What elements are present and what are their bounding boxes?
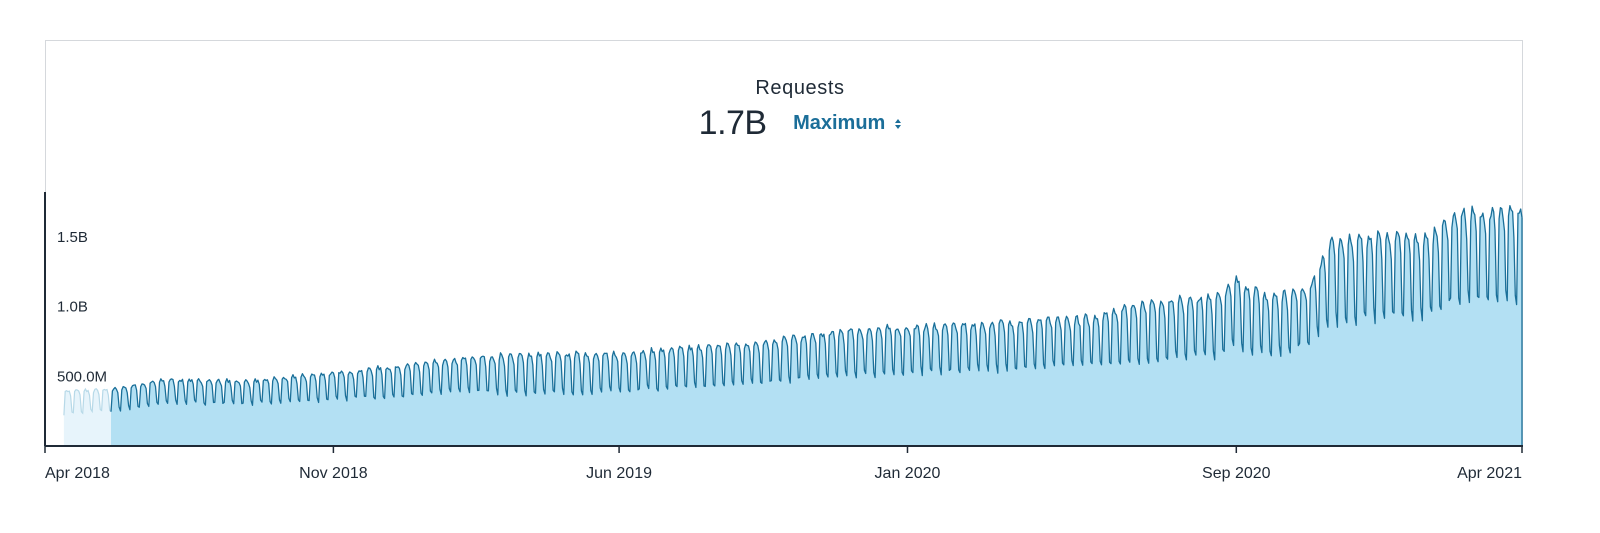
- x-tick-label: Jun 2019: [586, 465, 652, 482]
- aggregation-selector[interactable]: Maximum: [793, 112, 902, 135]
- y-tick-label: 1.0B: [57, 299, 88, 316]
- y-tick-label: 1.5B: [57, 229, 88, 246]
- series-line: [110, 205, 1523, 412]
- metric-value: 1.7B: [698, 104, 767, 142]
- x-tick-label: Sep 2020: [1202, 465, 1271, 482]
- x-tick-label: Nov 2018: [299, 465, 368, 482]
- aggregation-label: Maximum: [793, 112, 886, 134]
- stat-row: 1.7B Maximum: [0, 104, 1600, 143]
- chart-title: Requests: [755, 77, 845, 99]
- x-tick-label: Apr 2021: [1457, 465, 1522, 482]
- series-area: [111, 205, 1522, 446]
- x-tick-label: Jan 2020: [875, 465, 941, 482]
- y-tick-label: 500.0M: [57, 368, 107, 385]
- sort-updown-icon: [895, 118, 902, 129]
- x-tick-label: Apr 2018: [45, 465, 110, 482]
- axis-layer: 500.0M 1.0B 1.5B Apr 2018 Nov 2018 Jun 2019 Ja…: [44, 192, 1523, 482]
- series-layer: [63, 205, 1523, 446]
- series-line-muted: [63, 387, 112, 416]
